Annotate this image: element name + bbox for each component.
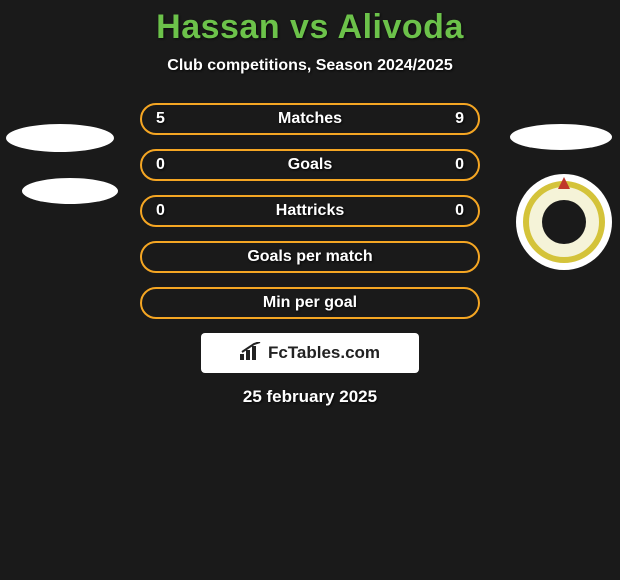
badge-ring bbox=[523, 181, 605, 263]
stat-row-goals: 0 Goals 0 bbox=[140, 149, 480, 181]
player1-logo-placeholder bbox=[6, 124, 114, 152]
chart-icon bbox=[240, 342, 262, 365]
stat-label: Min per goal bbox=[263, 294, 357, 312]
stat-left-value: 5 bbox=[156, 110, 176, 128]
stat-row-matches: 5 Matches 9 bbox=[140, 103, 480, 135]
fctables-logo[interactable]: FcTables.com bbox=[201, 333, 419, 373]
stat-label: Goals per match bbox=[247, 248, 372, 266]
stat-left-value: 0 bbox=[156, 202, 176, 220]
badge-core bbox=[542, 200, 586, 244]
player2-club-badge bbox=[516, 174, 612, 270]
stat-left-value: 0 bbox=[156, 156, 176, 174]
stat-row-hattricks: 0 Hattricks 0 bbox=[140, 195, 480, 227]
stat-label: Hattricks bbox=[276, 202, 344, 220]
stat-row-min-per-goal: Min per goal bbox=[140, 287, 480, 319]
stat-label: Goals bbox=[288, 156, 332, 174]
page-title: Hassan vs Alivoda bbox=[0, 8, 620, 47]
logo-text: FcTables.com bbox=[268, 343, 380, 363]
player1-club-placeholder bbox=[22, 178, 118, 204]
stat-right-value: 0 bbox=[444, 202, 464, 220]
date-text: 25 february 2025 bbox=[0, 387, 620, 407]
stat-label: Matches bbox=[278, 110, 342, 128]
stat-right-value: 0 bbox=[444, 156, 464, 174]
stat-right-value: 9 bbox=[444, 110, 464, 128]
subtitle: Club competitions, Season 2024/2025 bbox=[0, 57, 620, 75]
stat-row-goals-per-match: Goals per match bbox=[140, 241, 480, 273]
badge-flame-icon bbox=[558, 177, 570, 189]
player2-logo-placeholder bbox=[510, 124, 612, 150]
